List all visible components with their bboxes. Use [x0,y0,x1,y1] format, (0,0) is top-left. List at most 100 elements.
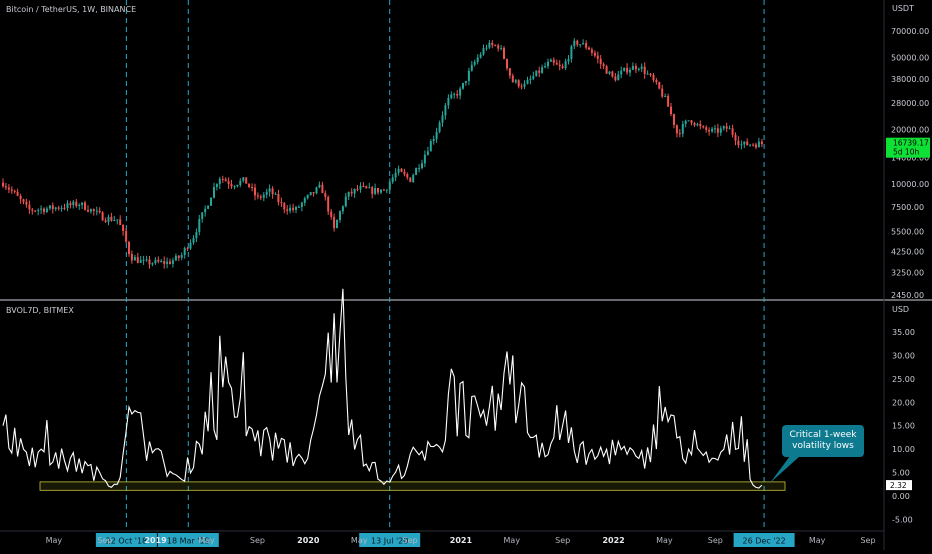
candle-body [43,208,45,212]
candle-body [119,219,122,225]
marker-label: 22 Oct '18 [106,537,147,546]
candle-body [655,80,658,83]
candle-body [479,54,482,58]
candle-body [535,70,538,77]
time-tick-label: 2019 [144,536,167,545]
candle-body [98,210,101,213]
candle-body [670,106,672,115]
candle-body [380,189,382,193]
candle-body [177,255,180,258]
annotation-line-2: volatility lows [792,441,854,451]
candle-body [374,188,377,194]
candle-body [608,71,611,74]
candle-body [596,55,599,59]
candle-body [447,98,450,106]
candle-body [289,207,292,211]
candle-body [139,260,142,263]
candle-body [262,194,265,198]
candle-body [309,192,312,195]
candle-body [95,210,98,212]
candle-body [356,188,359,190]
candle-body [476,57,479,62]
candle-body [623,67,626,71]
candle-body [136,257,139,263]
time-tick-label: Sep [708,536,723,545]
price-tick-label: 5500.00 [891,227,924,236]
candle-body [714,128,716,130]
price-tick-label: 28000.00 [891,99,929,108]
candle-body [277,193,280,202]
candle-body [248,183,251,187]
volatility-line [2,288,763,489]
candle-body [233,186,236,188]
candle-body [201,212,204,220]
candle-body [385,189,388,191]
candle-body [561,66,564,69]
candle-body [66,203,69,209]
candle-body [324,193,327,197]
candle-body [189,242,192,249]
candle-body [69,203,72,206]
candle-body [544,66,547,68]
candle-body [611,71,614,77]
candle-body [617,74,620,81]
candle-body [101,212,104,221]
candle-body [532,76,535,79]
candle-body [541,67,544,73]
candle-body [227,181,230,185]
marker-label-bg [733,533,795,547]
candle-body [570,46,573,60]
candle-body [711,128,714,132]
low-zone [39,456,800,491]
candle-body [719,128,722,133]
candle-body [755,144,757,148]
candle-body [13,190,16,192]
candle-body [75,201,78,207]
marker-label: 13 Jul '20 [371,537,408,546]
vol-panel-title: BVOL7D, BITMEX [6,306,74,315]
candle-body [306,194,309,199]
vol-currency-label: USD [892,305,909,314]
candle-body [558,64,561,67]
candle-body [678,133,681,135]
candle-body [218,178,221,185]
candle-body [81,202,84,205]
candle-body [318,184,321,188]
candle-body [620,70,623,75]
annotation-callout: Critical 1-week volatility lows [782,425,864,457]
candle-body [652,75,655,81]
candle-body [259,196,262,198]
candle-body [760,141,763,145]
candle-body [25,201,28,205]
candle-body [684,120,687,124]
current-price-badge [886,137,930,158]
candle-body [693,123,696,126]
candle-body [520,86,523,88]
candle-body [582,43,585,45]
candle-body [438,122,441,132]
candle-body [142,259,145,261]
time-tick-label: 2022 [602,536,624,545]
candle-body [315,187,318,194]
candle-body [579,44,582,46]
candle-body [104,220,107,222]
candle-body [588,47,590,50]
time-tick-label: 2021 [450,536,473,545]
price-tick-label: 20000.00 [891,126,929,135]
marker-label-bg [359,533,421,547]
candle-body [133,257,136,261]
candle-body [163,261,166,264]
candle-body [415,168,418,175]
candle-body [576,40,579,45]
candle-body [63,207,66,209]
marker-lines [125,0,765,531]
time-tick-label: Sep [402,536,417,545]
vol-tick-label: 30.00 [892,351,915,360]
price-tick-label: 2450.00 [891,291,924,300]
candle-body [72,201,75,206]
candle-body [224,179,227,182]
axes: 22 Oct '18 18 Mar '19 13 Jul '20 26 Dec '22… [46,4,930,547]
annotation-line-1: Critical 1-week [789,430,857,440]
